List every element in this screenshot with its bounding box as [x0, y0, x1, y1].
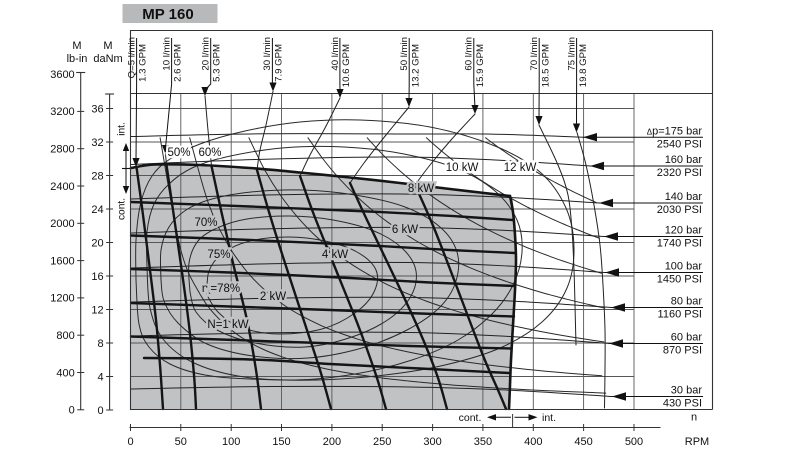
svg-text:3600: 3600 [50, 69, 74, 81]
svg-text:15.9 GPM: 15.9 GPM [475, 44, 486, 87]
svg-text:140 bar: 140 bar [665, 191, 703, 203]
svg-text:60 bar: 60 bar [671, 332, 703, 344]
svg-text:20: 20 [91, 237, 103, 249]
svg-text:1450 PSI: 1450 PSI [657, 274, 702, 286]
svg-text:800: 800 [56, 330, 74, 342]
svg-text:10.6 GPM: 10.6 GPM [341, 44, 352, 87]
svg-text:50%: 50% [167, 147, 190, 159]
svg-text:2320 PSI: 2320 PSI [657, 167, 702, 179]
svg-text:M: M [72, 40, 81, 52]
svg-text:36: 36 [91, 103, 103, 115]
svg-text:2 kW: 2 kW [260, 291, 286, 303]
svg-text:Q=5 l/min: Q=5 l/min [127, 37, 138, 78]
svg-text:70%: 70% [194, 217, 217, 229]
svg-text:50: 50 [175, 436, 187, 448]
svg-text:1160 PSI: 1160 PSI [658, 309, 702, 321]
svg-text:12: 12 [91, 304, 103, 316]
svg-text:80 bar: 80 bar [671, 296, 703, 308]
svg-text:16: 16 [91, 271, 103, 283]
svg-text:10 l/min: 10 l/min [161, 37, 172, 71]
svg-text:32: 32 [91, 137, 103, 149]
svg-text:8 kW: 8 kW [408, 183, 434, 195]
svg-text:3200: 3200 [50, 106, 74, 118]
svg-text:daNm: daNm [93, 53, 122, 65]
svg-text:13.2 GPM: 13.2 GPM [410, 44, 421, 87]
svg-text:10 kW: 10 kW [446, 162, 479, 174]
svg-text:430 PSI: 430 PSI [663, 398, 702, 410]
svg-text:int.: int. [117, 122, 128, 136]
svg-text:12 kW: 12 kW [504, 162, 537, 174]
svg-text:19.8 GPM: 19.8 GPM [578, 44, 589, 87]
svg-text:7.9 GPM: 7.9 GPM [274, 44, 285, 82]
svg-text:2.6 GPM: 2.6 GPM [173, 44, 184, 82]
svg-text:N=1 kW: N=1 kW [207, 319, 248, 331]
svg-text:Δp=175 bar: Δp=175 bar [647, 125, 703, 137]
svg-text:150: 150 [272, 436, 290, 448]
svg-text:250: 250 [373, 436, 391, 448]
svg-text:1740 PSI: 1740 PSI [657, 238, 702, 250]
svg-text:4 kW: 4 kW [322, 249, 348, 261]
svg-text:100: 100 [222, 436, 240, 448]
svg-text:20 l/min: 20 l/min [201, 37, 212, 71]
svg-text:1200: 1200 [50, 293, 74, 305]
svg-text:30 bar: 30 bar [671, 385, 703, 397]
svg-text:0: 0 [127, 436, 133, 448]
svg-text:int.: int. [542, 412, 556, 424]
svg-text:70 l/min: 70 l/min [529, 37, 540, 71]
svg-text:40 l/min: 40 l/min [330, 37, 341, 71]
svg-text:M: M [103, 40, 112, 52]
svg-text:870 PSI: 870 PSI [663, 345, 702, 357]
svg-text:200: 200 [323, 436, 341, 448]
svg-text:24: 24 [91, 204, 103, 216]
svg-text:28: 28 [91, 170, 103, 182]
svg-text:60%: 60% [198, 147, 221, 159]
svg-text:n: n [691, 412, 697, 424]
svg-text:18.5 GPM: 18.5 GPM [540, 44, 551, 87]
svg-text:75%: 75% [207, 249, 230, 261]
svg-text:2000: 2000 [50, 218, 74, 230]
svg-text:2540 PSI: 2540 PSI [657, 138, 702, 150]
svg-text:160 bar: 160 bar [665, 154, 703, 166]
svg-text:30 l/min: 30 l/min [262, 37, 273, 71]
svg-text:1600: 1600 [50, 255, 74, 267]
svg-text:MP 160: MP 160 [142, 6, 193, 23]
svg-text:450: 450 [574, 436, 592, 448]
svg-text:ηt=78%: ηt=78% [202, 283, 240, 296]
svg-text:1.3 GPM: 1.3 GPM [137, 44, 148, 82]
svg-text:120 bar: 120 bar [665, 225, 703, 237]
svg-text:350: 350 [474, 436, 492, 448]
svg-text:60 l/min: 60 l/min [463, 37, 474, 71]
svg-text:cont.: cont. [459, 412, 482, 424]
svg-text:75 l/min: 75 l/min [566, 37, 577, 71]
svg-text:RPM: RPM [685, 436, 709, 448]
svg-text:300: 300 [423, 436, 441, 448]
svg-text:lb-in: lb-in [67, 53, 88, 65]
svg-text:0: 0 [69, 405, 75, 417]
svg-text:5.3 GPM: 5.3 GPM [211, 44, 222, 82]
svg-text:cont.: cont. [117, 198, 128, 220]
svg-text:100 bar: 100 bar [665, 261, 703, 273]
svg-text:2800: 2800 [50, 144, 74, 156]
svg-text:400: 400 [56, 367, 74, 379]
svg-text:4: 4 [97, 371, 103, 383]
svg-text:2030 PSI: 2030 PSI [657, 204, 702, 216]
svg-text:500: 500 [625, 436, 643, 448]
svg-text:8: 8 [97, 338, 103, 350]
svg-text:0: 0 [97, 405, 103, 417]
svg-text:2400: 2400 [50, 181, 74, 193]
svg-text:400: 400 [524, 436, 542, 448]
svg-text:6 kW: 6 kW [392, 224, 418, 236]
svg-text:50 l/min: 50 l/min [399, 37, 410, 71]
